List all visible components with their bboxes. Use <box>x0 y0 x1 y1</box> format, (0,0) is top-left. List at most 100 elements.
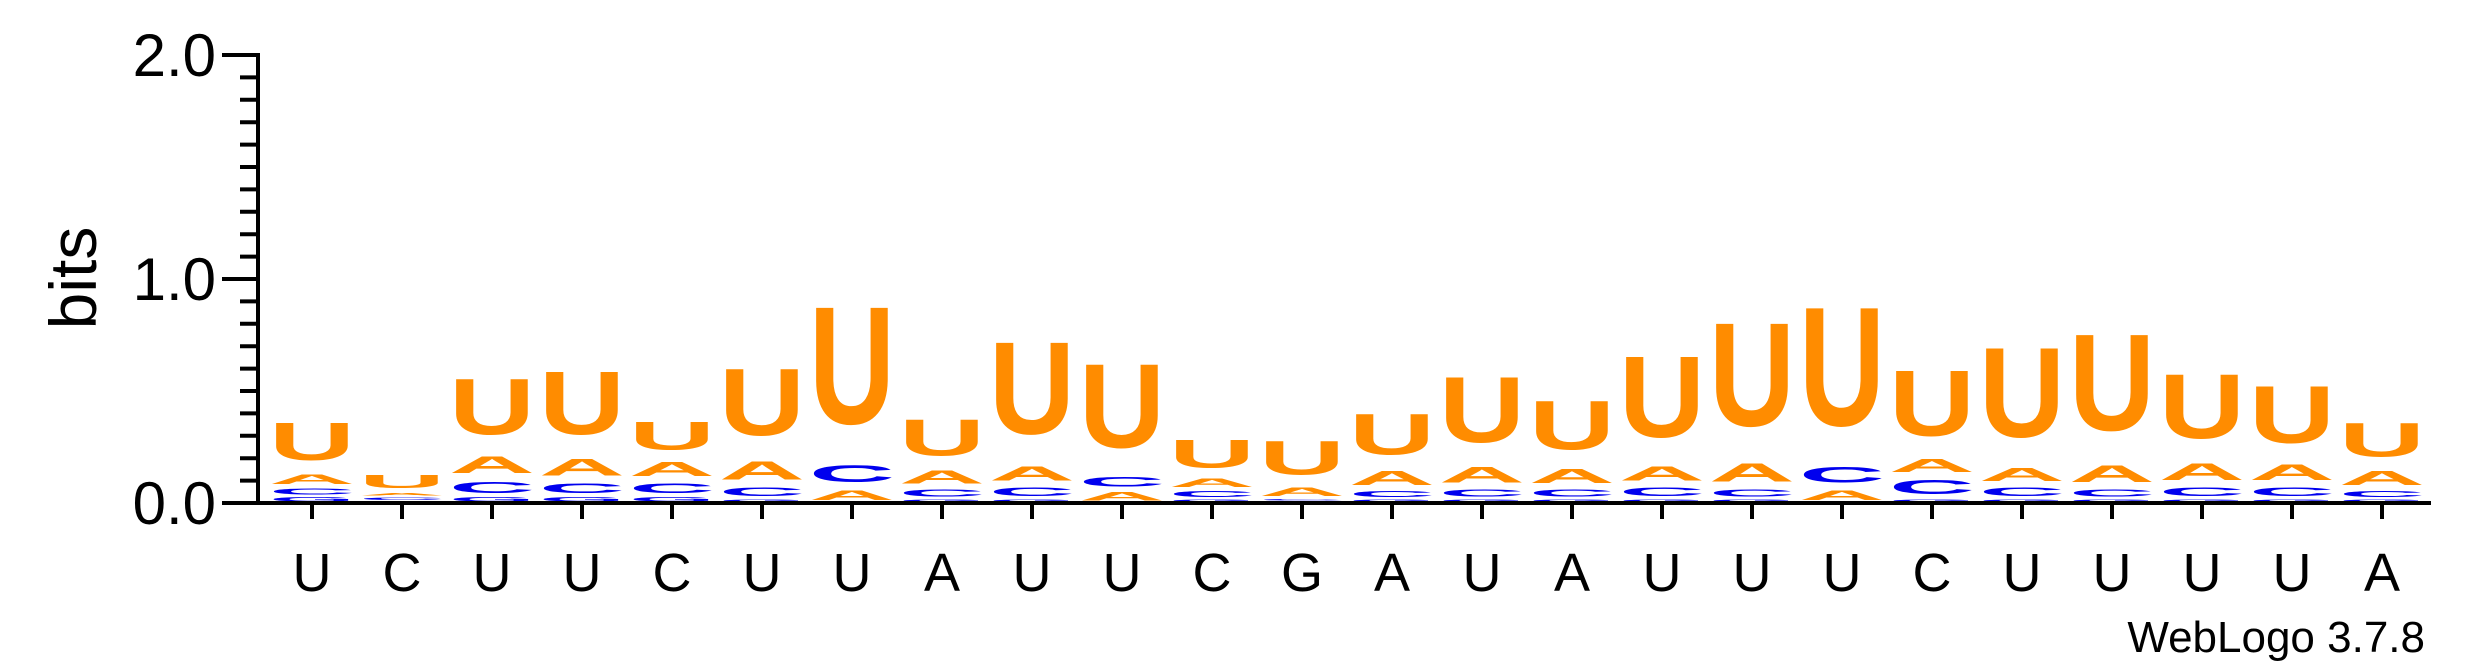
logo-glyph-C: C <box>1979 485 2065 498</box>
logo-glyph-U: U <box>809 271 895 459</box>
logo-glyph-U: U <box>1169 431 1255 476</box>
x-tick-label: U <box>1643 543 1682 603</box>
y-axis-label: bits <box>36 227 110 330</box>
x-tick-label: C <box>1913 543 1952 603</box>
x-tick-label: A <box>2364 543 2400 603</box>
logo-glyph-C: C <box>1169 490 1255 499</box>
logo-glyph-U: U <box>719 348 805 455</box>
logo-glyph-U: U <box>1439 357 1525 462</box>
logo-glyph-U: U <box>629 413 715 458</box>
logo-glyph-C: C <box>1529 487 1615 498</box>
logo-glyph-C: C <box>1709 487 1795 498</box>
logo-glyph-A: A <box>1889 456 1975 476</box>
logo-glyph-A: A <box>629 458 715 480</box>
logo-glyph-C: C <box>899 487 985 498</box>
logo-glyph-C: C <box>989 485 1075 498</box>
logo-glyph-C: C <box>629 480 715 496</box>
logo-glyph-A: A <box>989 463 1075 485</box>
y-tick-label: 0.0 <box>133 470 216 537</box>
logo-glyph-A: A <box>359 492 445 496</box>
logo-glyph-C: C <box>809 461 895 488</box>
x-tick-label: U <box>1733 543 1772 603</box>
logo-glyph-U: U <box>2339 414 2425 467</box>
logo-glyph-A: A <box>2159 458 2245 485</box>
logo-glyph-A: A <box>1169 476 1255 489</box>
logo-glyph-U: U <box>1709 292 1795 457</box>
logo-glyph-U: U <box>1079 340 1165 474</box>
logo-glyph-A: A <box>449 452 535 479</box>
logo-glyph-U: U <box>2249 368 2335 460</box>
logo-glyph-U: U <box>269 411 355 472</box>
logo-glyph-U: U <box>359 472 445 492</box>
x-tick-label: A <box>1374 543 1410 603</box>
logo-glyph-C: C <box>359 496 445 500</box>
x-tick-label: U <box>2003 543 2042 603</box>
logo-glyph-A: A <box>899 467 985 487</box>
logo-glyph-A: A <box>1439 463 1525 488</box>
y-tick-label: 1.0 <box>133 246 216 313</box>
logo-glyph-A: A <box>719 456 805 485</box>
x-tick-label: C <box>653 543 692 603</box>
x-tick-label: G <box>1281 543 1323 603</box>
logo-glyph-A: A <box>1529 465 1615 487</box>
x-tick-label: A <box>924 543 960 603</box>
x-tick-label: U <box>2093 543 2132 603</box>
x-tick-label: C <box>383 543 422 603</box>
logo-glyph-U: U <box>539 353 625 454</box>
x-tick-label: U <box>1823 543 1862 603</box>
logo-glyph-C: C <box>1079 474 1165 490</box>
logo-glyph-C: C <box>539 480 625 496</box>
logo-glyph-A: A <box>1619 463 1705 485</box>
logo-glyph-C: C <box>2249 485 2335 498</box>
logo-glyph-C: C <box>1259 499 1345 501</box>
logo-glyph-A: A <box>1259 485 1345 498</box>
logo-glyph-C: C <box>1889 476 1975 498</box>
logo-glyph-C: C <box>1799 463 1885 488</box>
x-tick-label: U <box>833 543 872 603</box>
x-tick-label: U <box>743 543 782 603</box>
logo-glyph-U: U <box>1619 333 1705 462</box>
weblogo-version-label: WebLogo 3.7.8 <box>2127 613 2425 662</box>
logo-glyph-A: A <box>1079 489 1165 502</box>
logo-glyph-U: U <box>1529 386 1615 464</box>
logo-glyph-C: C <box>2069 487 2155 498</box>
logo-glyph-C: C <box>449 478 535 496</box>
logo-glyph-C: C <box>719 485 805 498</box>
logo-glyph-U: U <box>989 314 1075 462</box>
logo-glyph-A: A <box>539 454 625 481</box>
logo-glyph-A: A <box>269 472 355 488</box>
logo-glyph-U: U <box>1979 322 2065 465</box>
x-tick-label: U <box>473 543 512 603</box>
logo-glyph-U: U <box>2069 306 2155 460</box>
glyph-layer: GCAUGCAUGCAUGCAUGCAUGCAUACUGCAUGCAUACUGC… <box>269 271 2425 503</box>
x-tick-label: U <box>1463 543 1502 603</box>
x-tick-label: U <box>2273 543 2312 603</box>
logo-glyph-U: U <box>1889 350 1975 455</box>
logo-glyph-U: U <box>1259 432 1345 485</box>
y-tick-label: 2.0 <box>133 22 216 89</box>
x-tick-label: A <box>1554 543 1590 603</box>
logo-glyph-U: U <box>899 409 985 467</box>
logo-glyph-U: U <box>449 362 535 451</box>
x-tick-label: U <box>293 543 332 603</box>
logo-glyph-A: A <box>809 487 895 503</box>
logo-glyph-A: A <box>2249 460 2335 485</box>
logo-glyph-C: C <box>1619 485 1705 498</box>
logo-glyph-C: C <box>2159 485 2245 498</box>
x-tick-label: U <box>1013 543 1052 603</box>
logo-glyph-U: U <box>2159 355 2245 458</box>
logo-glyph-A: A <box>1709 458 1795 487</box>
logo-glyph-C: C <box>2339 490 2425 499</box>
logo-glyph-C: C <box>1349 490 1435 499</box>
logo-glyph-A: A <box>1799 487 1885 503</box>
logo-glyph-C: C <box>269 487 355 496</box>
x-tick-label: U <box>1103 543 1142 603</box>
logo-glyph-A: A <box>1349 467 1435 489</box>
logo-glyph-U: U <box>1799 272 1885 462</box>
logo-glyph-A: A <box>2069 461 2155 488</box>
x-tick-label: U <box>563 543 602 603</box>
x-tick-label: C <box>1193 543 1232 603</box>
logo-glyph-U: U <box>1349 402 1435 467</box>
logo-glyph-A: A <box>1979 465 2065 485</box>
